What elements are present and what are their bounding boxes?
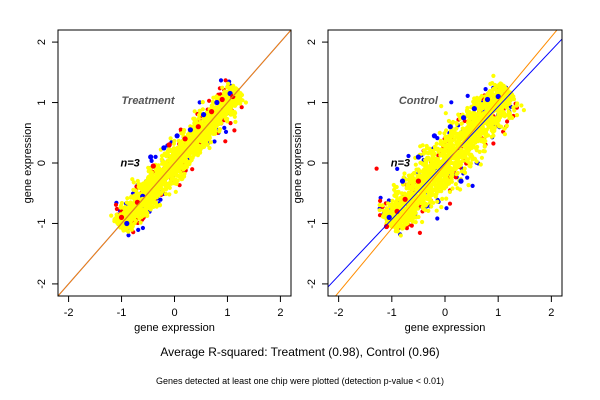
data-point <box>383 223 390 230</box>
n-label: n=3 <box>391 158 410 170</box>
y-axis-label: gene expression <box>22 123 34 204</box>
y-tick-label: 0 <box>306 160 318 166</box>
x-axis-label: gene expression <box>405 322 486 334</box>
data-point <box>471 106 477 112</box>
x-tick-label: 0 <box>442 307 448 319</box>
y-tick-label: -1 <box>36 219 48 229</box>
x-tick-label: -2 <box>334 307 344 319</box>
panel-label: Control <box>399 95 439 107</box>
figure-caption: Average R-squared: Treatment (0.98), Con… <box>160 345 440 359</box>
x-tick-label: -2 <box>64 307 74 319</box>
data-point <box>447 124 453 130</box>
data-point <box>134 199 140 205</box>
data-point <box>415 178 421 184</box>
data-point <box>195 124 201 130</box>
data-point <box>389 220 395 227</box>
scatter-panel-control: -2 -1 0 1 2 -2 -1 0 1 2 gene expression gene expres… <box>292 29 563 334</box>
data-point <box>458 178 464 184</box>
y-tick-label: 2 <box>36 39 48 45</box>
x-tick-label: 2 <box>548 307 554 319</box>
y-tick-label: 2 <box>306 39 318 45</box>
data-point <box>214 99 220 106</box>
series-0 <box>386 93 501 220</box>
data-point <box>415 154 421 160</box>
data-point <box>187 127 193 133</box>
x-axis-label: gene expression <box>134 322 215 334</box>
y-tick-label: 1 <box>36 99 48 105</box>
x-tick-label: 0 <box>171 307 177 319</box>
data-point <box>219 96 225 103</box>
x-tick-label: 1 <box>224 307 230 319</box>
data-point <box>461 115 467 121</box>
data-point <box>386 214 392 220</box>
data-point <box>118 214 125 220</box>
fit-line <box>334 30 558 296</box>
data-point <box>161 145 167 151</box>
x-tick-label: -1 <box>387 307 397 319</box>
x-tick-label: 1 <box>495 307 501 319</box>
data-point <box>399 178 406 184</box>
data-point <box>484 96 491 103</box>
data-point <box>148 154 154 160</box>
fit-line <box>58 30 291 296</box>
n-label: n=3 <box>120 158 139 170</box>
scatter-panel-treatment: -2 -1 0 1 2 -2 -1 0 1 2 gene expression gene expres… <box>22 29 292 334</box>
y-tick-label: -1 <box>306 219 318 229</box>
y-tick-label: 0 <box>36 160 48 166</box>
x-tick-label: 2 <box>277 307 283 319</box>
reference-line <box>328 38 562 288</box>
y-tick-label: 1 <box>306 99 318 105</box>
panel-label: Treatment <box>122 95 176 107</box>
data-point <box>495 99 501 106</box>
y-tick-label: -2 <box>306 279 318 289</box>
data-point <box>495 93 501 100</box>
data-point <box>124 220 130 227</box>
plot-area <box>58 30 291 296</box>
data-point <box>174 133 180 139</box>
data-point <box>431 133 437 139</box>
y-axis-label: gene expression <box>292 123 304 204</box>
point-cloud <box>377 73 527 238</box>
data-point <box>182 136 188 142</box>
data-point <box>209 109 215 115</box>
data-point <box>402 196 408 202</box>
data-point <box>201 112 207 118</box>
data-point <box>150 163 156 169</box>
x-tick-label: -1 <box>117 307 127 319</box>
figure-footnote: Genes detected at least one chip were pl… <box>156 376 444 386</box>
plot-area <box>328 30 562 296</box>
data-point <box>166 142 172 148</box>
y-tick-label: -2 <box>36 279 48 289</box>
